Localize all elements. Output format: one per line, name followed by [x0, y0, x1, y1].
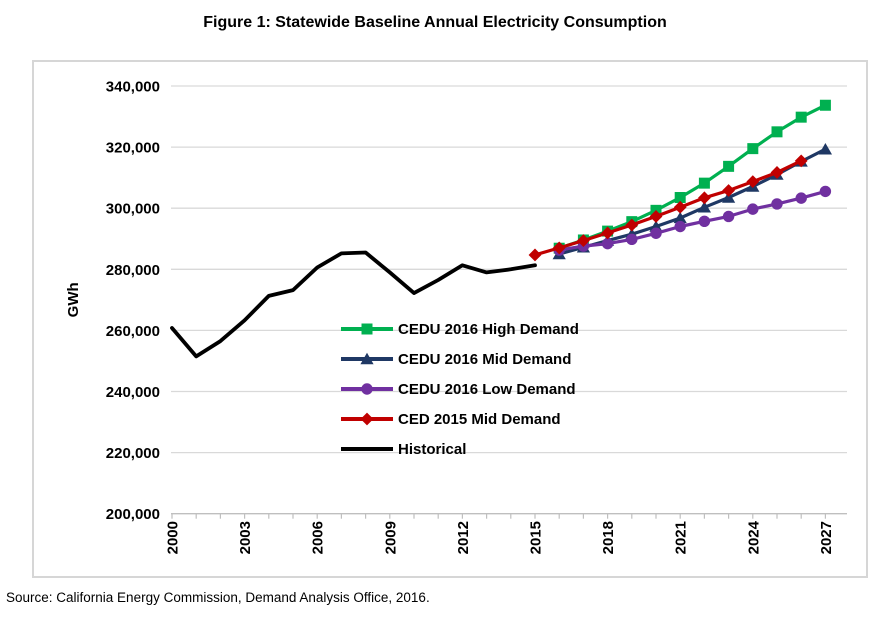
- series-line: [170, 250, 537, 359]
- chart-area: 200,000 220,000 240,000 260,000 280,000 300,0…: [32, 60, 868, 578]
- series-square-0: [553, 99, 831, 254]
- marker-diamond-icon: [722, 184, 735, 197]
- y-axis-tick-label: 200,000: [106, 506, 160, 523]
- marker-square-icon: [771, 126, 783, 138]
- x-axis-tick-label: 2024: [745, 520, 762, 554]
- marker-diamond-icon: [794, 154, 808, 168]
- y-axis-tick-label: 280,000: [106, 262, 160, 279]
- y-axis-tick-label: 340,000: [106, 79, 160, 96]
- marker-square-icon: [747, 143, 759, 155]
- marker-square-icon: [674, 192, 686, 204]
- x-axis-tick-label: 2012: [455, 521, 472, 554]
- marker-square-icon: [361, 323, 373, 335]
- y-axis-tick-label: 320,000: [106, 140, 160, 157]
- source-note: Source: California Energy Commission, De…: [6, 590, 430, 605]
- legend-label: CEDU 2016 Low Demand: [398, 380, 576, 398]
- marker-triangle-icon: [673, 211, 687, 224]
- marker-diamond-icon: [577, 234, 590, 247]
- marker-circle-icon: [601, 237, 614, 250]
- marker-triangle-icon: [697, 201, 711, 213]
- marker-diamond-icon: [746, 175, 760, 189]
- legend-item: CEDU 2016 High Demand: [340, 314, 579, 344]
- marker-triangle-icon: [360, 352, 374, 365]
- marker-square-icon: [819, 99, 831, 111]
- legend-marker-circle-icon: [341, 383, 393, 395]
- y-axis-tick-label: 300,000: [106, 201, 160, 218]
- x-axis-tick-label: 2006: [310, 521, 327, 554]
- legend-label: CED 2015 Mid Demand: [398, 410, 561, 428]
- legend-item: Historical: [340, 434, 579, 464]
- legend-item: CEDU 2016 Low Demand: [340, 374, 579, 404]
- figure-title: Figure 1: Statewide Baseline Annual Elec…: [203, 14, 667, 31]
- marker-diamond-icon: [625, 218, 639, 232]
- marker-diamond-icon: [770, 166, 784, 179]
- x-axis-tick-label: 2027: [818, 521, 835, 554]
- x-axis-tick-label: 2021: [673, 521, 690, 554]
- series-line: [557, 103, 828, 250]
- marker-circle-icon: [819, 185, 832, 198]
- marker-triangle-icon: [722, 191, 736, 203]
- legend-item: CEDU 2016 Mid Demand: [340, 344, 579, 374]
- y-axis-title: GWh: [65, 282, 82, 317]
- legend-label: CEDU 2016 Mid Demand: [398, 350, 572, 368]
- y-axis-tick-label: 240,000: [106, 384, 160, 401]
- marker-diamond-icon: [673, 200, 687, 214]
- marker-circle-icon: [698, 215, 711, 228]
- y-axis-tick-label: 260,000: [106, 323, 160, 340]
- marker-diamond-icon: [601, 226, 614, 240]
- marker-circle-icon: [771, 198, 783, 210]
- marker-circle-icon: [361, 383, 373, 395]
- marker-circle-icon: [795, 192, 807, 204]
- marker-circle-icon: [626, 233, 638, 246]
- marker-square-icon: [723, 160, 735, 172]
- legend-marker-line-icon: [341, 447, 393, 451]
- series-none-4: [170, 250, 537, 359]
- chart-canvas: 200,000 220,000 240,000 260,000 280,000 300,0…: [65, 79, 847, 554]
- chart-legend: CEDU 2016 High Demand CEDU 2016 Mid Deman…: [340, 314, 579, 464]
- legend-label: CEDU 2016 High Demand: [398, 320, 579, 338]
- series-diamond-3: [528, 154, 808, 262]
- x-axis-tick-label: 2003: [237, 521, 254, 554]
- series-circle-2: [553, 185, 832, 256]
- legend-item: CED 2015 Mid Demand: [340, 404, 579, 434]
- legend-label: Historical: [398, 440, 467, 458]
- legend-marker-square-icon: [341, 323, 393, 335]
- marker-triangle-icon: [818, 143, 832, 155]
- y-axis-tick-label: 220,000: [106, 445, 160, 462]
- marker-circle-icon: [650, 227, 662, 239]
- marker-diamond-icon: [698, 191, 711, 205]
- marker-diamond-icon: [552, 241, 566, 255]
- marker-diamond-icon: [649, 210, 663, 223]
- x-axis-tick-label: 2009: [382, 521, 399, 554]
- x-axis-tick-label: 2000: [165, 521, 182, 554]
- x-axis-tick-label: 2018: [600, 521, 617, 554]
- marker-circle-icon: [674, 220, 686, 233]
- legend-marker-triangle-icon: [341, 352, 393, 365]
- marker-circle-icon: [722, 210, 735, 223]
- marker-square-icon: [795, 111, 807, 123]
- marker-square-icon: [698, 177, 710, 189]
- legend-marker-diamond-icon: [341, 412, 393, 426]
- x-axis-tick-label: 2015: [528, 521, 545, 554]
- marker-diamond-icon: [528, 248, 542, 262]
- marker-circle-icon: [747, 203, 759, 215]
- marker-diamond-icon: [360, 412, 374, 426]
